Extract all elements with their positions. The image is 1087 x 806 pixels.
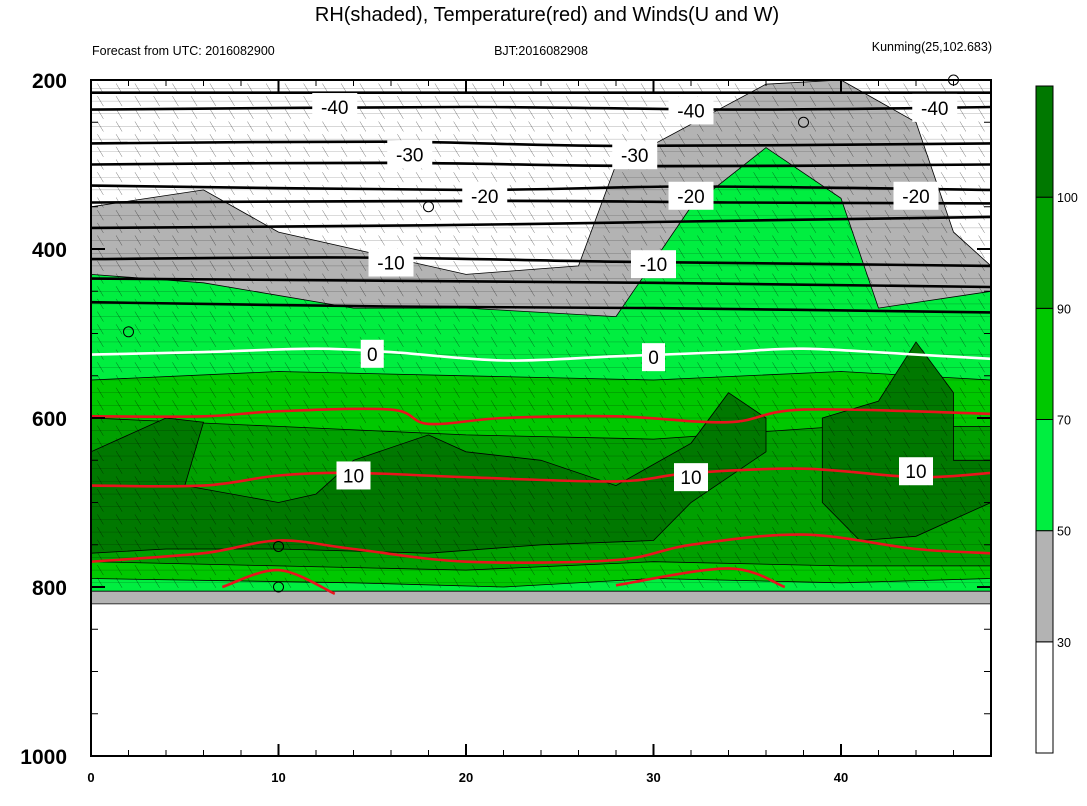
contour-label-box — [642, 343, 665, 372]
isotherm-black-6 — [91, 215, 991, 230]
contour-label: 10 — [680, 468, 701, 489]
contour-label: 0 — [367, 345, 378, 366]
colorbar-label: 90 — [1057, 302, 1071, 316]
contour-label-box — [912, 93, 958, 122]
colorbar-label: 30 — [1057, 636, 1071, 650]
chart-subtitle-left: Forecast from UTC: 2016082900 — [92, 44, 275, 58]
colorbar-swatch — [1035, 530, 1054, 643]
colorbar-swatch — [1035, 307, 1054, 421]
rh-patch-1 — [821, 341, 991, 541]
contour-label-box — [462, 181, 508, 210]
chart-subtitle-center: BJT:2016082908 — [494, 44, 588, 58]
x-tick-label: 30 — [646, 770, 660, 785]
contour-label-box — [631, 250, 676, 279]
contour-label: -20 — [902, 187, 929, 208]
contour-label: -30 — [396, 145, 423, 166]
chart-subtitle-right: Kunming(25,102.683) — [872, 40, 992, 54]
contour-label-box — [612, 141, 658, 170]
contour-label: 10 — [905, 462, 926, 483]
isotherm-black-9 — [91, 277, 991, 289]
contour-label: -10 — [640, 255, 667, 276]
contour-label: -10 — [377, 254, 404, 275]
colorbar-label: 100 — [1057, 191, 1078, 205]
colorbar-label: 70 — [1057, 414, 1071, 428]
isotherm-black-8 — [91, 300, 991, 314]
contour-label: -30 — [621, 146, 648, 167]
isotherm-red-3 — [221, 568, 336, 595]
isotherm-black-5 — [91, 199, 991, 205]
contour-label: -20 — [471, 187, 498, 208]
contour-label-box — [899, 457, 933, 486]
colorbar-swatch — [1035, 196, 1054, 309]
colorbar-label: 50 — [1057, 525, 1071, 539]
calm-wind-marker — [273, 581, 284, 593]
y-tick-label: 1000 — [20, 746, 67, 769]
colorbar-swatch — [1035, 85, 1054, 198]
y-tick-label: 400 — [32, 239, 67, 262]
contour-label: -40 — [321, 98, 348, 119]
y-tick-label: 200 — [32, 70, 67, 93]
rh-patch-0 — [91, 392, 767, 554]
plot-area: -40 -40 -40 -30 -30 -20 -20 -20 -10 -10 0 0 10 10 10 — [90, 74, 992, 757]
calm-wind-marker — [798, 116, 809, 128]
isotherm-black-1 — [91, 105, 991, 111]
contour-label-box — [387, 140, 433, 169]
contour-label: -40 — [921, 99, 948, 120]
contour-label: -40 — [677, 101, 704, 122]
contour-label-box — [668, 181, 714, 210]
contour-label-box — [674, 463, 708, 492]
x-tick-label: 20 — [459, 770, 473, 785]
colorbar: 30 50 70 90 100 — [1035, 85, 1078, 754]
x-tick-label: 40 — [834, 770, 848, 785]
contour-label-box — [893, 181, 939, 210]
colorbar-swatch — [1035, 641, 1054, 754]
contour-label-box — [312, 93, 358, 122]
contour-label: -20 — [677, 187, 704, 208]
contour-label-box — [668, 96, 714, 125]
isotherm-black-2 — [91, 140, 991, 148]
isotherm-white-0 — [91, 347, 991, 362]
contour-label-box — [360, 339, 384, 368]
isotherm-black-3 — [91, 161, 991, 168]
y-tick-label: 800 — [32, 577, 67, 600]
x-tick-label: 10 — [271, 770, 285, 785]
colorbar-swatch — [1035, 419, 1054, 532]
contour-label-box — [368, 248, 414, 277]
x-tick-label: 0 — [87, 770, 94, 785]
calm-wind-marker — [273, 540, 284, 552]
isotherm-red-0 — [91, 407, 991, 426]
isotherm-red-4 — [615, 567, 786, 589]
contour-label: 0 — [648, 348, 659, 369]
chart-title: RH(shaded), Temperature(red) and Winds(U… — [315, 4, 779, 26]
isotherm-red-1 — [91, 467, 991, 488]
calm-wind-marker — [123, 326, 134, 338]
isotherm-red-2 — [91, 533, 991, 564]
contour-label: 10 — [343, 466, 364, 487]
calm-wind-marker — [423, 201, 434, 213]
contour-label-box — [336, 461, 371, 490]
isotherm-black-4 — [91, 184, 991, 192]
y-tick-label: 600 — [32, 408, 67, 431]
isotherm-black-7 — [91, 256, 991, 268]
